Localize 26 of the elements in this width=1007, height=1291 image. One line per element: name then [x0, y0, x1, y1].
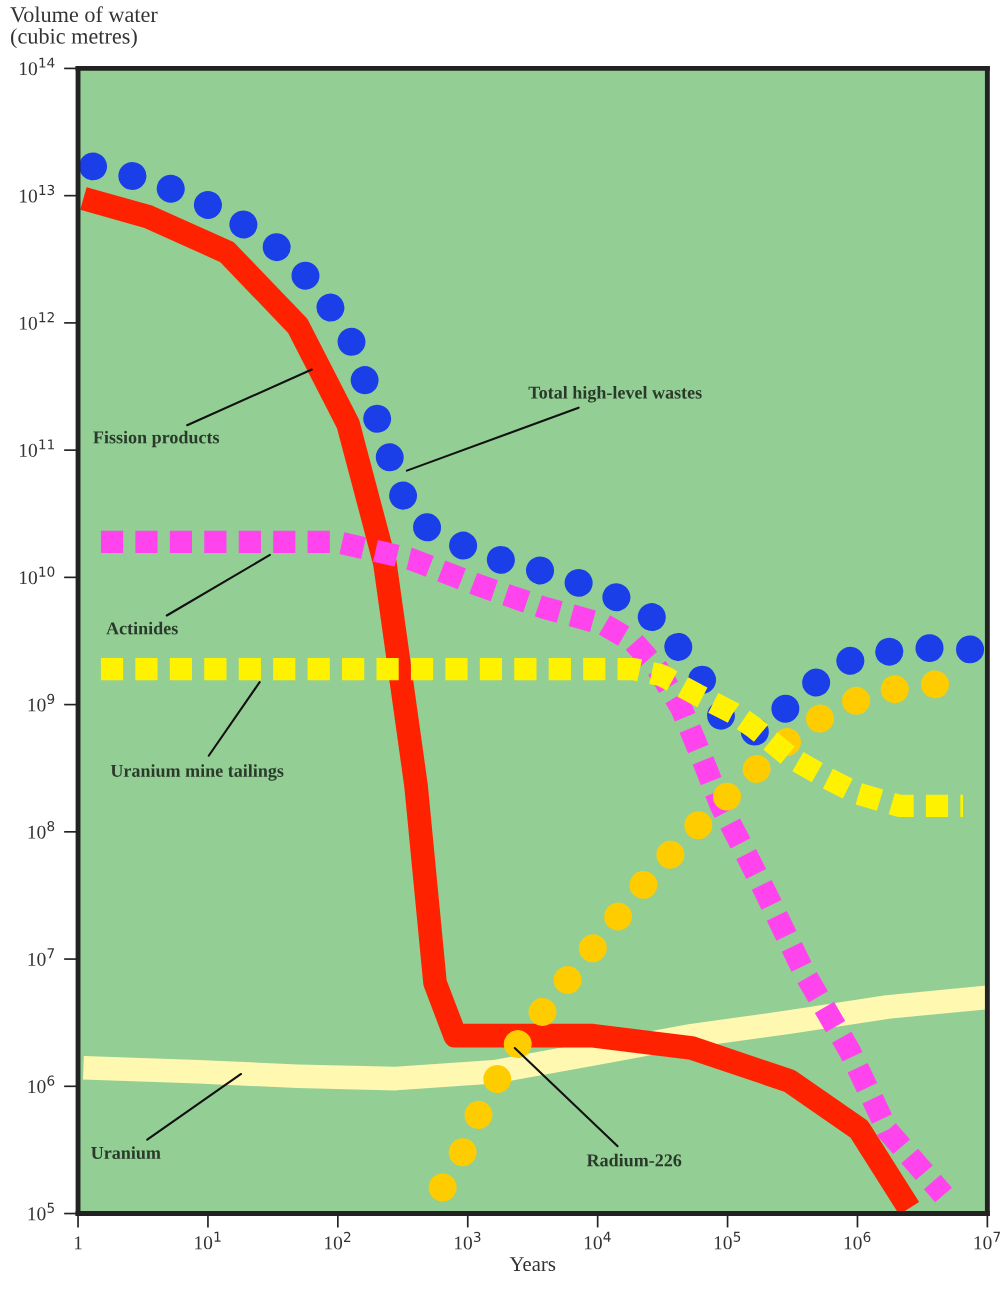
- y-tick-label: 10$^{8}$: [28, 821, 55, 839]
- x-tick-label: 10$^{3}$: [454, 1231, 481, 1250]
- x-tick-label: 10$^{7}$: [974, 1231, 1000, 1250]
- x-tick-label: 10$^{5}$: [714, 1231, 741, 1250]
- x-axis-title: Years: [509, 1257, 556, 1272]
- y-tick-label: 10$^{5}$: [28, 1202, 54, 1221]
- annotation: Radium-226: [586, 1153, 682, 1167]
- y-tick-label: 10$^{13}$: [20, 184, 55, 203]
- y-tick-label: 10$^{9}$: [28, 693, 55, 712]
- x-tick-label: 10$^{2}$: [325, 1231, 351, 1250]
- y-axis-title: Volume of water (cubic metres): [10, 6, 158, 49]
- annotation: Fission products: [93, 430, 220, 448]
- y-tick-label: 10$^{14}$: [20, 57, 55, 76]
- y-tick-label: 10$^{7}$: [28, 948, 54, 966]
- y-tick-label: 10$^{10}$: [20, 566, 55, 585]
- y-tick-label: 10$^{12}$: [20, 312, 54, 330]
- y-tick-label: 10$^{6}$: [28, 1075, 55, 1094]
- annotation: Total high-level wastes: [528, 385, 702, 403]
- y-tick-label: 10$^{11}$: [20, 439, 54, 457]
- x-tick-label: 10$^{4}$: [584, 1231, 611, 1250]
- x-tick-label: 10$^{1}$: [195, 1231, 221, 1250]
- annotation: Uranium: [91, 1146, 161, 1160]
- annotation: Actinides: [106, 621, 178, 635]
- x-tick-label: 1: [74, 1236, 82, 1250]
- x-tick-label: 10$^{6}$: [844, 1231, 871, 1250]
- annotation: Uranium mine tailings: [110, 764, 284, 781]
